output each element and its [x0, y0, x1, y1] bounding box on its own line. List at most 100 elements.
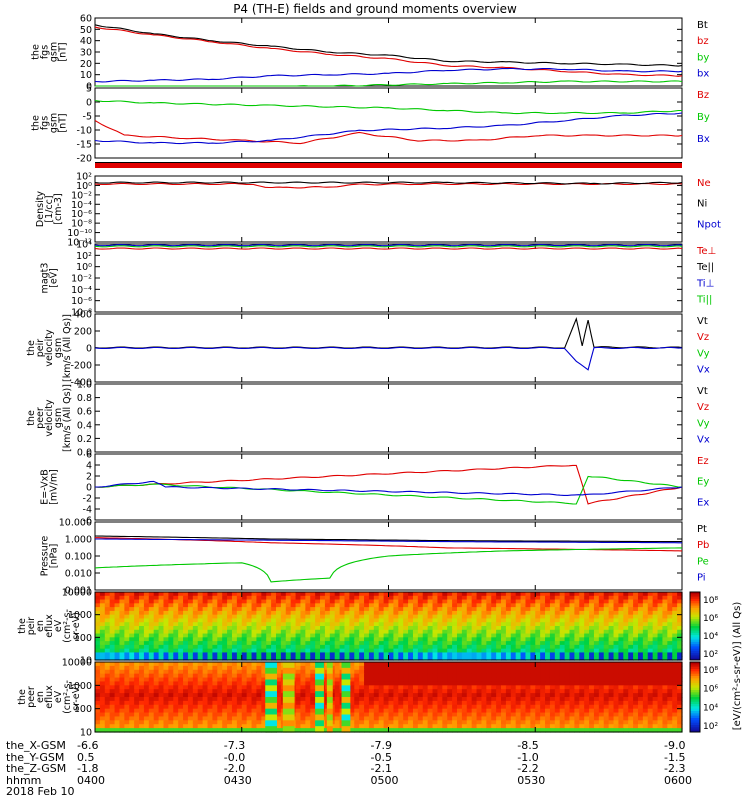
- colorbar-tick-label: 10⁴: [703, 632, 718, 642]
- spectrogram-cell: [261, 712, 267, 718]
- spectrogram-cell: [657, 656, 664, 661]
- spectrogram-cell: [320, 644, 326, 650]
- spectrogram-cell: [456, 724, 463, 729]
- spectrogram-cell: [662, 648, 668, 654]
- spectrogram-cell: [178, 644, 184, 650]
- spectrogram-cell: [173, 681, 179, 686]
- spectrogram-cell: [197, 592, 204, 597]
- spectrogram-cell: [305, 644, 311, 650]
- spectrogram-cell: [613, 693, 620, 698]
- spectrogram-cell: [647, 662, 654, 667]
- spectrogram-cell: [285, 652, 292, 657]
- spectrogram-cell: [305, 689, 311, 694]
- spectrogram-cell: [447, 704, 453, 710]
- spectrogram-cell: [466, 728, 473, 733]
- spectrogram-cell: [158, 662, 165, 667]
- spectrogram-cell: [476, 592, 483, 597]
- spectrogram-gap-strip: [315, 708, 324, 716]
- spectrogram-cell: [501, 637, 507, 642]
- spectrogram-cell: [525, 633, 531, 638]
- spectrogram-cell: [153, 681, 160, 686]
- spectrogram-cell: [202, 614, 209, 620]
- spectrogram-cell: [535, 652, 541, 657]
- spectrogram-cell: [422, 693, 429, 698]
- spectrogram-cell: [378, 712, 385, 718]
- spectrogram-cell: [378, 618, 385, 623]
- spectrogram-cell: [437, 677, 443, 683]
- spectrogram-cell: [422, 622, 429, 627]
- spectrogram-cell: [442, 681, 448, 686]
- spectrogram-cell: [368, 637, 375, 642]
- spectrogram-cell: [662, 637, 668, 642]
- spectrogram-cell: [202, 633, 209, 638]
- spectrogram-cell: [398, 595, 404, 601]
- spectrogram-cell: [422, 629, 429, 635]
- spectrogram-cell: [383, 681, 390, 686]
- legend-label: Bz: [697, 90, 709, 101]
- spectrogram-cell: [667, 716, 673, 721]
- spectrogram-cell: [373, 685, 380, 690]
- spectrogram-cell: [139, 614, 145, 620]
- spectrogram-cell: [471, 629, 478, 635]
- spectrogram-cell: [344, 648, 350, 654]
- spectrogram-cell: [354, 592, 360, 597]
- spectrogram-cell: [491, 712, 497, 718]
- spectrogram-cell: [452, 592, 458, 597]
- legend-label: Vy: [697, 418, 710, 429]
- spectrogram-cell: [393, 704, 399, 710]
- spectrogram-cell: [109, 716, 116, 721]
- spectrogram-cell: [657, 648, 664, 654]
- spectrogram-cell: [305, 685, 311, 690]
- spectrogram-cell: [129, 629, 135, 635]
- spectrogram-cell: [466, 677, 473, 683]
- spectrogram-cell: [236, 595, 243, 601]
- spectrogram-cell: [554, 720, 561, 725]
- spectrogram-cell: [178, 637, 184, 642]
- spectrogram-cell: [408, 656, 414, 661]
- spectrogram-cell: [637, 633, 644, 638]
- spectrogram-cell: [569, 652, 575, 657]
- spectrogram-cell: [261, 633, 267, 638]
- series-line-Pt: [94, 535, 682, 543]
- spectrogram-cell: [579, 626, 585, 631]
- spectrogram-cell: [251, 595, 258, 601]
- spectrogram-cell: [677, 637, 683, 642]
- spectrogram-cell: [359, 685, 365, 690]
- spectrogram-cell: [520, 728, 527, 733]
- spectrogram-cell: [212, 599, 218, 604]
- spectrogram-cell: [584, 716, 590, 721]
- spectrogram-cell: [608, 665, 615, 671]
- spectrogram-cell: [618, 610, 624, 616]
- spectrogram-cell: [197, 648, 204, 654]
- spectrogram-cell: [143, 626, 150, 631]
- spectrogram-cell: [589, 697, 595, 702]
- spectrogram-cell: [530, 607, 536, 612]
- spectrogram-cell: [510, 712, 517, 718]
- spectrogram-cell: [320, 626, 326, 631]
- spectrogram-cell: [339, 633, 346, 638]
- spectrogram-cell: [124, 607, 130, 612]
- spectrogram-cell: [618, 724, 624, 729]
- spectrogram-cell: [275, 728, 282, 733]
- spectrogram-cell: [417, 626, 424, 631]
- spectrogram-cell: [217, 728, 223, 733]
- spectrogram-cell: [359, 697, 365, 702]
- spectrogram-cell: [505, 685, 512, 690]
- spectrogram-cell: [359, 648, 365, 654]
- spectrogram-cell: [466, 700, 473, 706]
- spectrogram-cell: [227, 720, 233, 725]
- spectrogram-cell: [334, 724, 341, 729]
- spectrogram-cell: [545, 665, 551, 671]
- spectrogram-cell: [124, 669, 130, 675]
- spectrogram-cell: [99, 626, 106, 631]
- spectrogram-cell: [461, 641, 468, 646]
- spectrogram-cell: [579, 618, 585, 623]
- spectrogram-cell: [579, 648, 585, 654]
- spectrogram-cell: [153, 614, 160, 620]
- spectrogram-cell: [408, 592, 414, 597]
- spectrogram-cell: [554, 669, 561, 675]
- spectrogram-cell: [158, 681, 165, 686]
- spectrogram-cell: [422, 626, 429, 631]
- spectrogram-cell: [324, 629, 331, 635]
- spectrogram-cell: [354, 665, 360, 671]
